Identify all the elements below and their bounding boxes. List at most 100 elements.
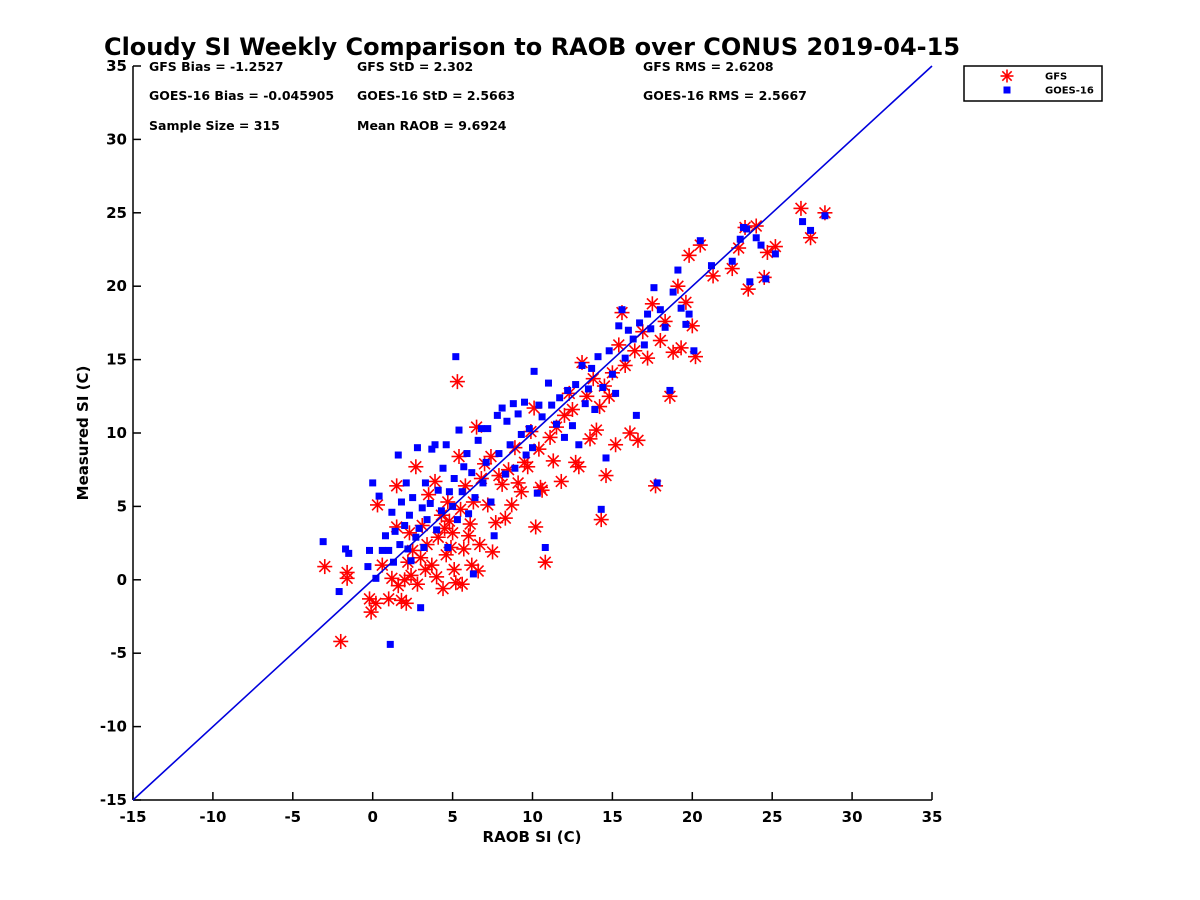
goes16-point: [581, 400, 589, 408]
gfs-point: [652, 333, 668, 349]
x-tick-label: 35: [922, 808, 943, 826]
goes16-point: [477, 425, 485, 433]
stat-text: Sample Size = 315: [149, 118, 280, 133]
goes16-point: [525, 425, 533, 433]
gfs-point: [445, 525, 461, 541]
goes16-point: [439, 464, 447, 472]
gfs-point: [417, 562, 433, 578]
goes16-point: [621, 354, 629, 362]
gfs-point: [430, 529, 446, 545]
goes16-point: [736, 235, 744, 243]
goes16-point: [487, 498, 495, 506]
goes16-point: [319, 538, 327, 546]
goes16-point: [572, 381, 580, 389]
goes16-point: [402, 479, 410, 487]
goes16-point: [682, 320, 690, 328]
gfs-point: [608, 437, 624, 453]
goes16-point: [544, 379, 552, 387]
goes16-point: [575, 441, 583, 449]
goes16-point: [578, 361, 586, 369]
goes16-point: [807, 226, 815, 234]
goes16-point: [503, 417, 511, 425]
gfs-point: [673, 340, 689, 356]
gfs-point: [472, 537, 488, 553]
goes16-point: [636, 319, 644, 327]
statistics-text: GFS Bias = -1.2527 GFS StD = 2.302 GFS RMS…: [149, 59, 807, 133]
goes16-point: [369, 479, 377, 487]
gfs-point: [681, 247, 697, 263]
y-axis-label: Measured SI (C): [74, 366, 92, 501]
goes16-point: [366, 546, 374, 554]
goes16-point: [426, 499, 434, 507]
gfs-point: [582, 431, 598, 447]
goes16-point: [407, 557, 415, 565]
x-tick-label: 0: [367, 808, 377, 826]
goes16-point: [444, 544, 452, 552]
gfs-point: [435, 581, 451, 597]
x-tick-label: 30: [842, 808, 863, 826]
gfs-point: [568, 454, 584, 470]
gfs-point: [611, 337, 627, 353]
goes16-point: [498, 404, 506, 412]
x-tick-label: 15: [602, 808, 623, 826]
goes16-point: [423, 516, 431, 524]
gfs-point: [545, 453, 561, 469]
gfs-point: [640, 350, 656, 366]
gfs-point: [644, 296, 660, 312]
goes16-point: [743, 225, 751, 233]
goes16-point: [431, 441, 439, 449]
goes16-point: [608, 370, 616, 378]
goes16-point: [522, 451, 530, 459]
x-tick-label: 5: [447, 808, 457, 826]
goes16-point: [656, 306, 664, 314]
goes16-point: [442, 441, 450, 449]
goes16-point: [386, 640, 394, 648]
goes16-point: [591, 406, 599, 414]
goes16-point: [661, 323, 669, 331]
goes16-point: [335, 588, 343, 596]
gfs-point: [687, 349, 703, 365]
goes16-point: [428, 445, 436, 453]
goes16-point: [644, 310, 652, 318]
goes16-point: [413, 444, 421, 452]
gfs-point: [427, 473, 443, 489]
goes16-point: [647, 325, 655, 333]
goes16-point: [529, 444, 536, 452]
gfs-point: [429, 569, 445, 585]
y-tick-label: 10: [106, 424, 127, 442]
goes16-point: [612, 389, 620, 397]
goes16-point: [538, 413, 546, 421]
gfs-point: [748, 218, 764, 234]
goes16-point: [493, 411, 501, 419]
goes16-point: [541, 544, 549, 552]
goes16-point: [533, 489, 541, 497]
goes16-point: [666, 386, 674, 394]
goes16-point: [599, 383, 607, 391]
goes16-point: [597, 505, 605, 513]
goes16-point: [602, 454, 610, 462]
goes16-point: [342, 545, 350, 553]
goes16-point: [372, 574, 380, 582]
y-tick-label: -5: [110, 644, 127, 662]
gfs-point: [462, 516, 478, 532]
gfs-point: [692, 237, 708, 253]
goes16-point: [552, 420, 560, 428]
x-tick-label: 20: [682, 808, 703, 826]
y-tick-label: 0: [117, 571, 127, 589]
goes16-point: [669, 288, 677, 296]
goes16-point: [746, 278, 754, 286]
goes16-point: [509, 400, 517, 408]
goes16-point: [728, 257, 736, 265]
gfs-point: [449, 374, 465, 390]
gfs-point: [333, 633, 349, 649]
goes16-point: [564, 386, 572, 394]
goes16-point: [468, 469, 476, 477]
goes16-point: [632, 411, 640, 419]
gfs-point: [454, 576, 470, 592]
goes16-point: [484, 425, 492, 433]
gfs-point: [398, 595, 414, 611]
plot-area: -15 -10 -5 0 5 10 15 20 25 30 35 -15 -10 -5 0 5 10 15 20 25…: [100, 57, 943, 826]
gfs-point: [408, 459, 424, 475]
gfs-point: [588, 422, 604, 438]
